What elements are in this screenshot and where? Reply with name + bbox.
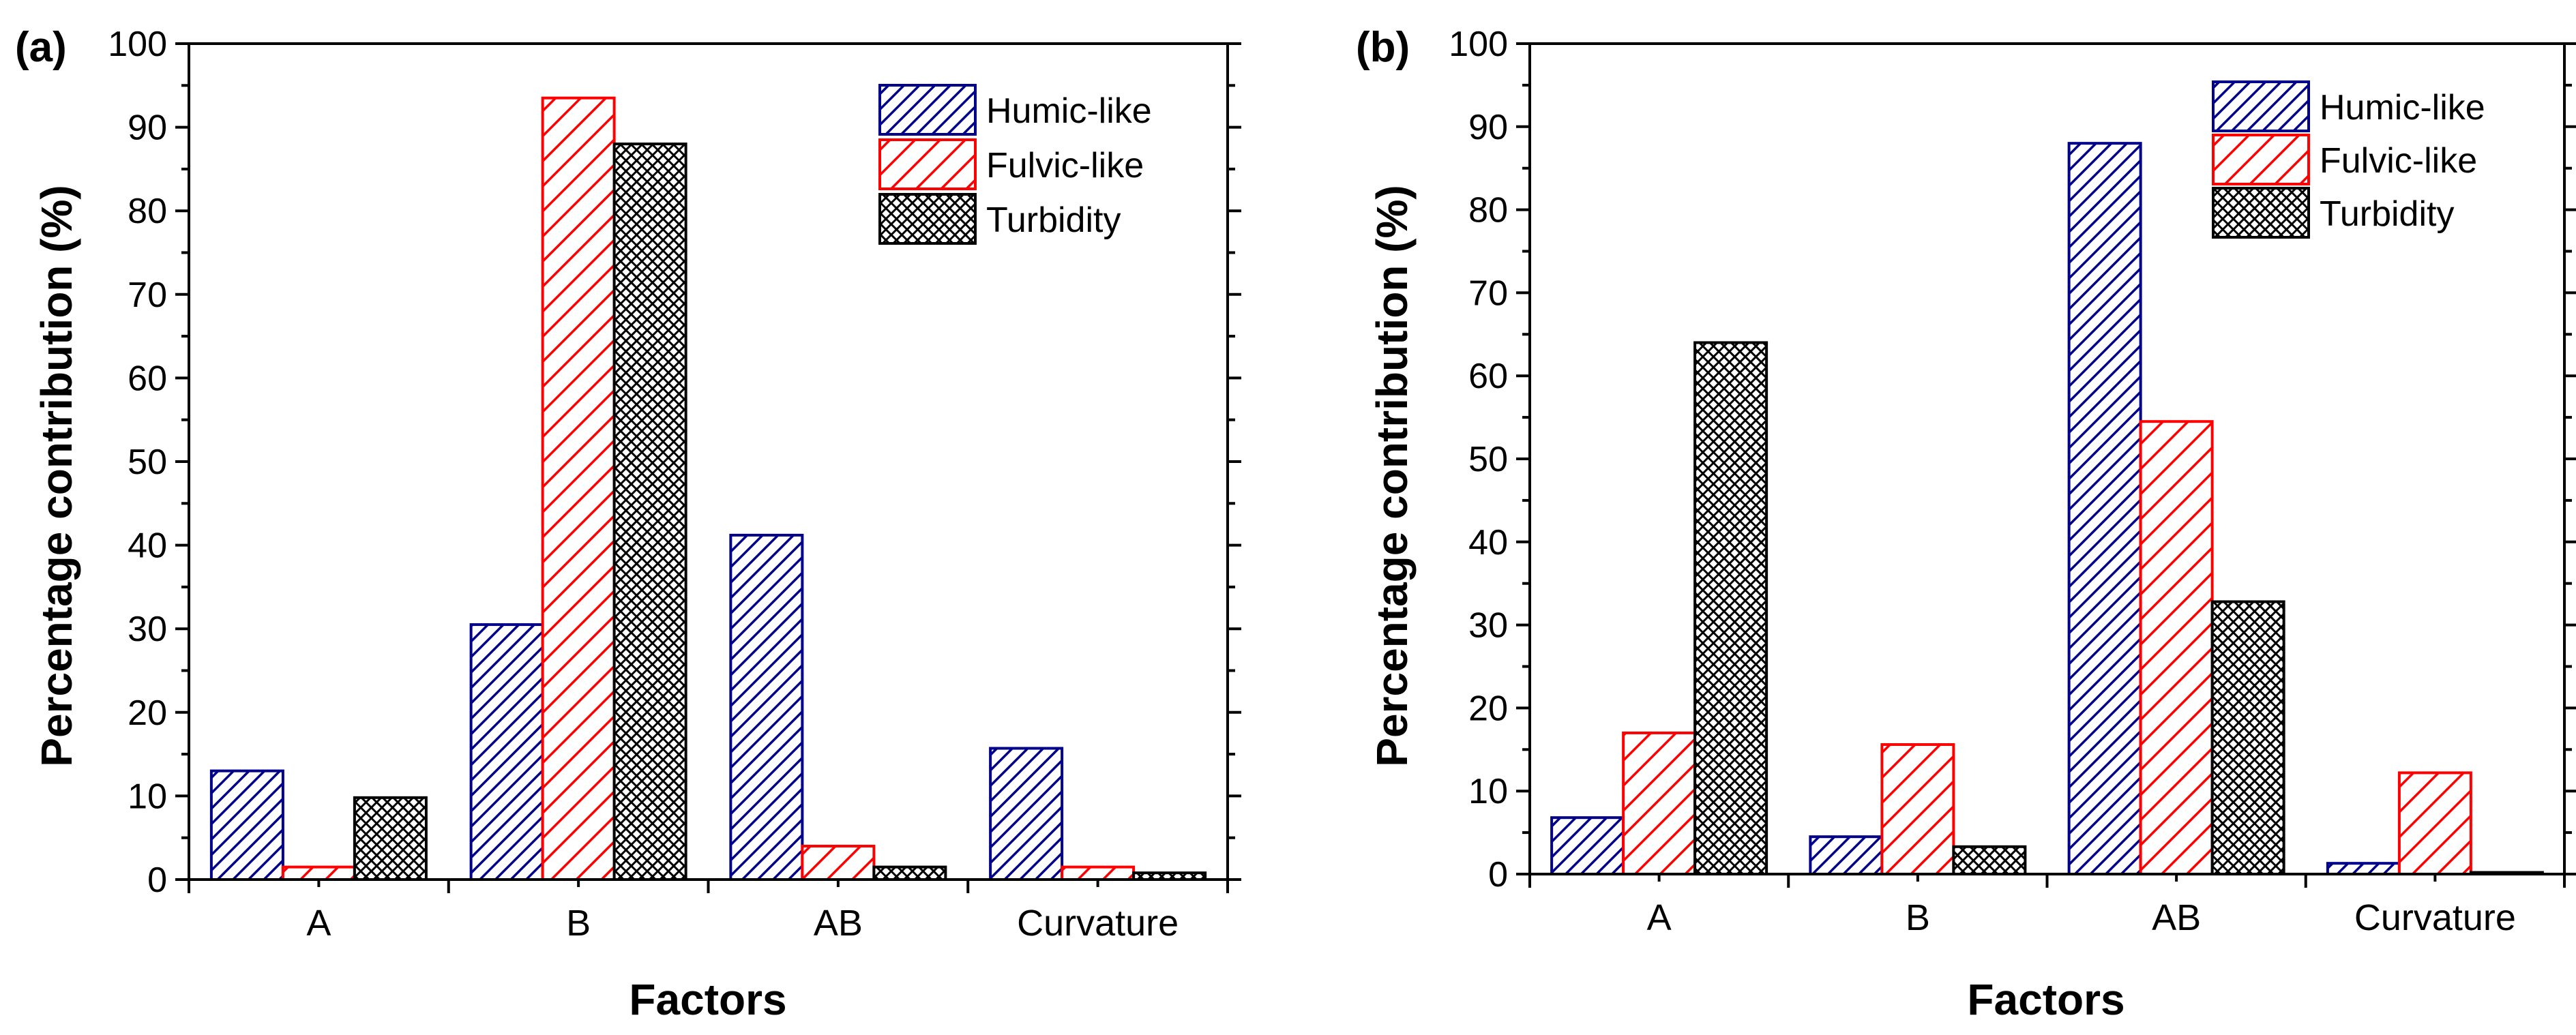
y-tick-label: 50 <box>1468 440 1508 479</box>
y-tick-label: 20 <box>128 693 167 733</box>
y-tick-label: 0 <box>1488 855 1508 895</box>
chart-panel-a: (a) Percentage contribution (%) Factors … <box>15 24 1241 1024</box>
bar-turbidity-ab <box>2210 600 2285 875</box>
legend-label-turbidity: Turbidity <box>986 200 1121 240</box>
bar-humic-ab <box>729 533 804 881</box>
legend-label-humic: Humic-like <box>986 91 1152 131</box>
legend-label-fulvic: Fulvic-like <box>986 146 1144 185</box>
panel-label-b: (b) <box>1356 24 1410 71</box>
legend-swatch-turbidity <box>878 193 977 245</box>
bar-humic-curvature <box>989 747 1064 881</box>
x-axis-label-b: Factors <box>1967 975 2125 1024</box>
x-tick-label-b: B <box>566 903 591 944</box>
bar-humic-b <box>1809 835 1884 875</box>
y-axis-label-b: Percentage contribution (%) <box>1367 185 1417 766</box>
y-tick-label: 60 <box>128 359 167 398</box>
x-tick-label-a: A <box>1647 897 1672 938</box>
y-tick-label: 30 <box>128 610 167 649</box>
bar-fulvic-a <box>281 865 356 881</box>
bar-fulvic-curvature <box>2397 771 2472 876</box>
y-tick-label: 100 <box>1449 25 1508 64</box>
x-tick-label-a: A <box>306 903 331 944</box>
x-tick-label-ab: AB <box>2152 897 2201 938</box>
bar-fulvic-curvature <box>1061 865 1136 881</box>
bar-humic-a <box>1550 816 1625 876</box>
y-tick-label: 40 <box>1468 523 1508 562</box>
x-tick-label-b: B <box>1906 897 1930 938</box>
legend-swatch-humic <box>2212 80 2310 132</box>
bar-humic-ab <box>2067 142 2142 875</box>
bar-turbidity-b <box>1952 845 2027 876</box>
y-tick-label: 90 <box>128 108 167 148</box>
x-tick-label-curvature: Curvature <box>2354 897 2516 938</box>
y-tick-label: 0 <box>147 860 167 900</box>
y-tick-label: 90 <box>1468 108 1508 147</box>
bar-fulvic-b <box>541 96 616 882</box>
y-tick-label: 30 <box>1468 606 1508 646</box>
y-tick-label: 20 <box>1468 689 1508 728</box>
bar-turbidity-ab <box>872 865 947 881</box>
y-tick-label: 40 <box>128 526 167 566</box>
legend-swatch-turbidity <box>2212 187 2310 239</box>
legend-label-fulvic: Fulvic-like <box>2320 141 2477 181</box>
y-tick-label: 100 <box>108 25 167 64</box>
y-tick-label: 80 <box>1468 191 1508 230</box>
bar-fulvic-b <box>1880 742 1955 875</box>
legend-label-turbidity: Turbidity <box>2320 194 2454 234</box>
chart-panel-b: (b) Percentage contribution (%) Factors … <box>1356 24 2576 1024</box>
bar-humic-a <box>209 769 284 881</box>
bar-turbidity-b <box>612 142 687 881</box>
bar-humic-b <box>469 623 544 881</box>
legend-swatch-fulvic <box>878 138 977 190</box>
y-tick-label: 10 <box>128 777 167 816</box>
y-tick-label: 70 <box>128 275 167 315</box>
y-tick-label: 50 <box>128 442 167 482</box>
x-tick-label-ab: AB <box>814 903 863 944</box>
y-tick-label: 60 <box>1468 357 1508 396</box>
x-axis-label-a: Factors <box>629 975 786 1024</box>
bar-turbidity-a <box>1693 341 1768 876</box>
legend-label-humic: Humic-like <box>2320 88 2485 127</box>
legend-swatch-fulvic <box>2212 134 2310 185</box>
bar-fulvic-ab <box>2139 420 2214 875</box>
bar-fulvic-ab <box>801 844 876 881</box>
y-tick-label: 80 <box>128 192 167 231</box>
x-tick-label-curvature: Curvature <box>1017 903 1179 944</box>
bar-fulvic-a <box>1622 731 1697 875</box>
panel-label-a: (a) <box>15 24 67 71</box>
y-tick-label: 10 <box>1468 772 1508 811</box>
legend-swatch-humic <box>878 84 977 136</box>
bar-turbidity-a <box>353 796 428 882</box>
bar-humic-curvature <box>2326 862 2401 876</box>
y-axis-label-a: Percentage contribution (%) <box>32 185 81 766</box>
y-tick-label: 70 <box>1468 273 1508 313</box>
